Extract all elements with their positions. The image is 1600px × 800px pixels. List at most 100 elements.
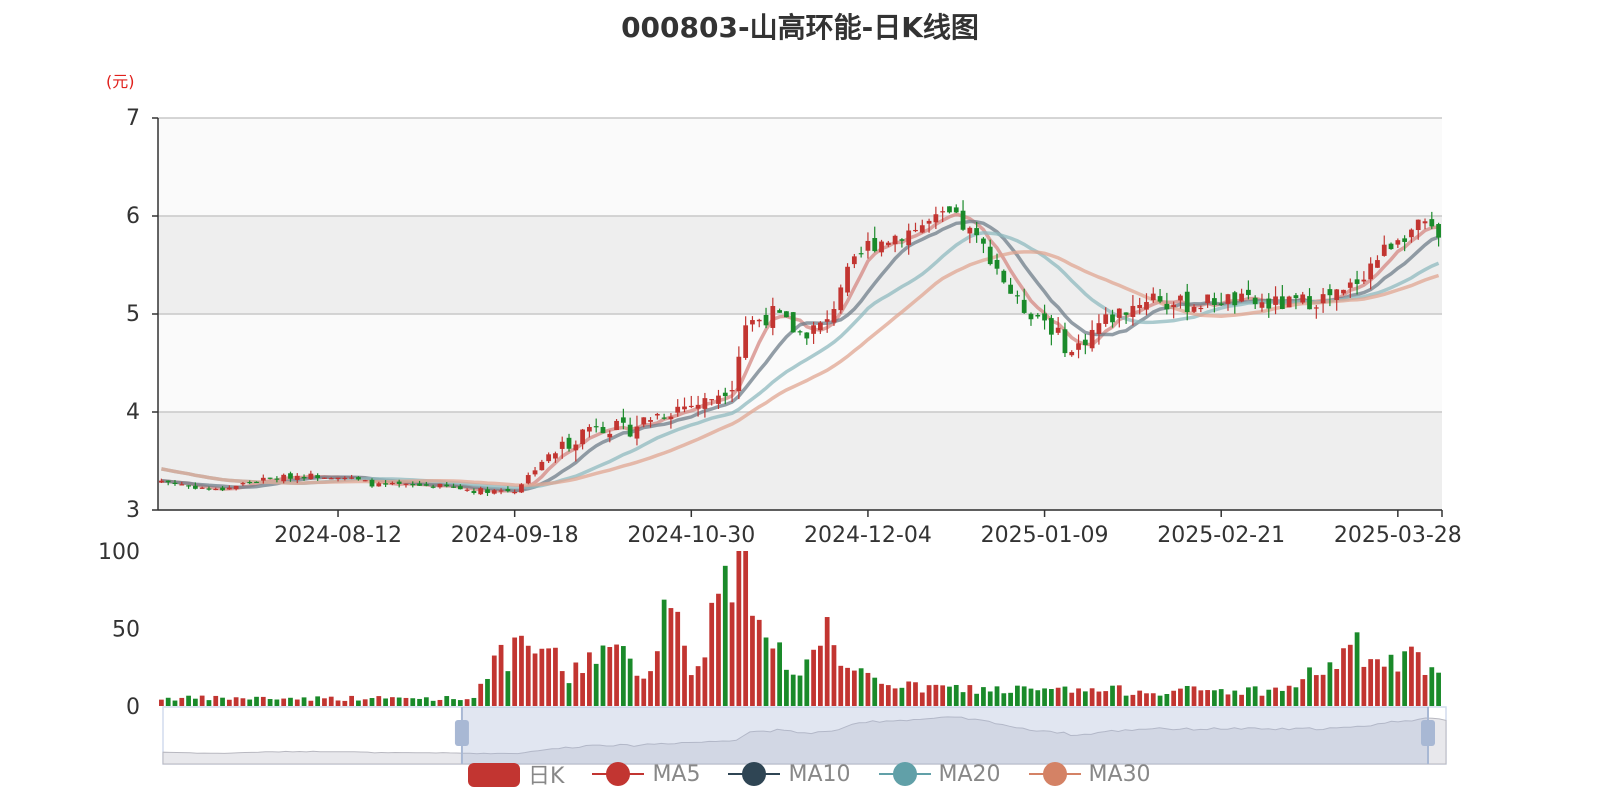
volume-bar <box>192 698 198 706</box>
candle-body <box>356 477 361 480</box>
candle-body <box>1089 329 1095 349</box>
volume-bar <box>790 674 796 706</box>
legend-item-kline[interactable]: 日K <box>468 758 564 790</box>
candle-body <box>1062 329 1068 354</box>
candle-body <box>464 489 470 491</box>
volume-bar <box>383 698 388 706</box>
candle-body <box>1239 293 1244 302</box>
candle-body <box>179 484 185 486</box>
volume-bar <box>165 697 171 706</box>
volume-bar <box>1178 688 1183 706</box>
legend-item-ma20[interactable]: MA20 <box>878 761 1001 787</box>
legend-item-ma10[interactable]: MA10 <box>728 761 851 787</box>
volume-bar <box>763 637 769 706</box>
candle-body <box>661 417 667 419</box>
candle-body <box>1409 229 1414 238</box>
candle-body <box>831 309 837 323</box>
candle-body <box>423 484 429 486</box>
volume-bar <box>627 658 633 706</box>
volume-bar <box>1164 694 1170 706</box>
volume-bar <box>1300 679 1306 706</box>
candle-body <box>1429 219 1435 227</box>
candle-body <box>1436 224 1441 238</box>
candle-body <box>865 240 871 251</box>
candle-body <box>254 481 259 484</box>
candle-body <box>505 489 511 492</box>
candle-body <box>648 420 653 422</box>
volume-bar <box>498 644 504 706</box>
volume-bar <box>1347 644 1353 706</box>
volume-bar <box>919 692 925 706</box>
volume-bar <box>512 637 518 706</box>
legend-label-kline: 日K <box>528 764 565 789</box>
candle-body <box>525 475 531 484</box>
candle-body <box>410 484 416 486</box>
volume-bar <box>926 685 932 706</box>
volume-tick-label: 50 <box>112 618 140 643</box>
volume-bar <box>688 675 694 706</box>
volume-bar <box>838 665 844 706</box>
volume-bar <box>1089 688 1095 706</box>
candle-body <box>1286 296 1292 308</box>
volume-bar <box>729 602 735 706</box>
volume-bar <box>288 697 293 706</box>
volume-bar <box>947 686 952 706</box>
candle-body <box>947 206 952 213</box>
candle-body <box>1123 312 1129 315</box>
candle-body <box>315 475 321 478</box>
volume-bar <box>390 697 395 706</box>
candle-body <box>485 489 490 493</box>
candle-body <box>1042 313 1047 321</box>
candle-body <box>226 487 232 490</box>
volume-bar <box>906 681 912 706</box>
candle-body <box>1082 339 1088 346</box>
candle-body <box>206 488 212 490</box>
candle-body <box>1361 279 1367 282</box>
volume-bar <box>1259 695 1265 706</box>
candle-body <box>233 485 239 489</box>
candle-body <box>444 484 450 487</box>
volume-bar <box>1307 667 1312 706</box>
volume-bar <box>505 671 511 706</box>
candle-body <box>1212 298 1217 305</box>
candle-body <box>885 242 891 245</box>
volume-bar <box>661 599 667 706</box>
volume-bar <box>953 684 959 706</box>
volume-bar <box>1415 652 1421 706</box>
volume-bar <box>1293 687 1299 706</box>
volume-bar <box>1103 691 1109 706</box>
candle-body <box>1402 238 1408 242</box>
candle-body <box>804 332 810 339</box>
volume-bar <box>1266 689 1272 706</box>
candle-body <box>1028 313 1034 320</box>
volume-bar <box>1246 687 1251 706</box>
candle-body <box>620 417 626 423</box>
y-tick-label: 7 <box>126 106 140 131</box>
volume-bar <box>410 698 416 706</box>
candle-body <box>580 429 585 445</box>
candle-body <box>627 424 633 437</box>
volume-bar <box>1320 674 1326 706</box>
volume-bar <box>328 696 334 706</box>
volume-bar <box>1184 685 1190 706</box>
candle-body <box>1259 302 1265 308</box>
candle-body <box>600 427 606 434</box>
volume-bar <box>695 666 701 706</box>
legend-item-ma30[interactable]: MA30 <box>1028 761 1151 787</box>
volume-bar <box>1279 690 1285 706</box>
candle-body <box>1300 294 1306 303</box>
candle-body <box>1395 240 1401 245</box>
candle-body <box>1137 304 1143 309</box>
volume-bar <box>1381 666 1387 706</box>
volume-bar <box>858 668 864 706</box>
volume-bar <box>573 662 579 706</box>
candle-body <box>1130 305 1136 317</box>
volume-bar <box>1225 694 1231 706</box>
volume-tick-label: 100 <box>98 540 140 565</box>
volume-bar <box>226 699 232 706</box>
legend-item-ma5[interactable]: MA5 <box>592 761 700 787</box>
candle-body <box>940 211 946 213</box>
candle-body <box>838 287 844 311</box>
volume-bar <box>267 699 273 706</box>
data-zoom-handle <box>454 720 469 746</box>
